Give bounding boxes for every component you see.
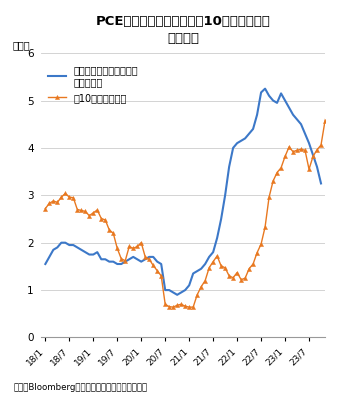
ＰＣＥコアデフレーター
（前年比） (79, 247, 83, 252)
Title: PCEコアデフレーターと米10年国債利回り
（月次）: PCEコアデフレーターと米10年国債利回り （月次） (96, 15, 271, 45)
ＰＣＥコアデフレーター
（前年比） (43, 262, 47, 266)
ＰＣＥコアデフレーター
（前年比） (199, 266, 203, 271)
Text: 出所：Bloombergのデータをもとに東洋証券作成: 出所：Bloombergのデータをもとに東洋証券作成 (14, 383, 148, 392)
ＰＣＥコアデフレーター
（前年比） (175, 292, 179, 297)
米10年国債利回り (171, 305, 175, 310)
米10年国債利回り (327, 104, 331, 109)
Legend: ＰＣＥコアデフレーター
（前年比）, 米10年国債利回り: ＰＣＥコアデフレーター （前年比）, 米10年国債利回り (44, 61, 142, 107)
米10年国債利回り (43, 206, 47, 211)
米10年国債利回り (111, 231, 115, 236)
米10年国債利回り (227, 273, 231, 278)
ＰＣＥコアデフレーター
（前年比） (287, 105, 291, 110)
米10年国債利回り (207, 266, 211, 270)
Line: 米10年国債利回り: 米10年国債利回り (43, 104, 331, 309)
米10年国債利回り (139, 240, 143, 245)
米10年国債利回り (83, 209, 87, 214)
ＰＣＥコアデフレーター
（前年比） (319, 181, 323, 186)
米10年国債利回り (239, 277, 243, 282)
ＰＣＥコアデフレーター
（前年比） (127, 257, 131, 262)
Line: ＰＣＥコアデフレーター
（前年比）: ＰＣＥコアデフレーター （前年比） (45, 89, 321, 295)
Text: （％）: （％） (13, 40, 31, 50)
ＰＣＥコアデフレーター
（前年比） (107, 259, 111, 264)
ＰＣＥコアデフレーター
（前年比） (263, 86, 267, 91)
ＰＣＥコアデフレーター
（前年比） (159, 262, 163, 266)
